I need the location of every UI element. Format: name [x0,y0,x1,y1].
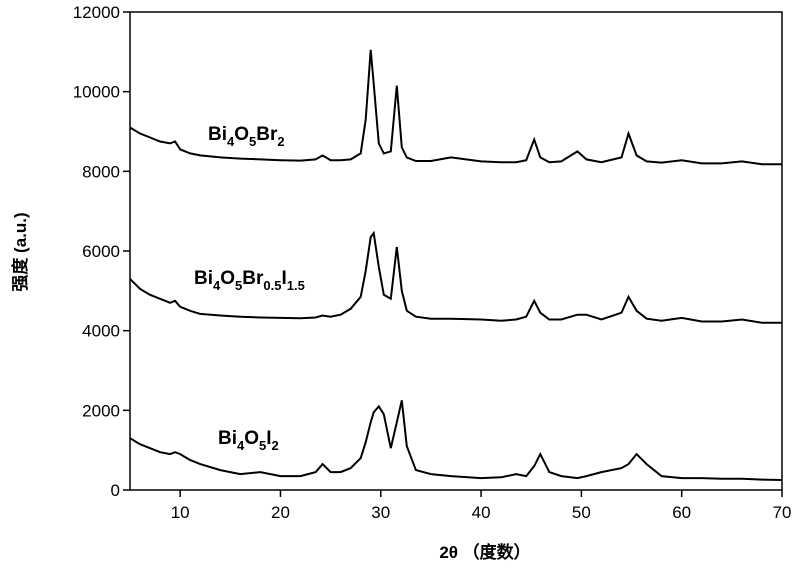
label-part: O [220,268,235,289]
label-part: 0.5 [263,278,281,293]
x-tick-label: 10 [171,503,190,522]
label-part: Br [242,268,264,289]
label-part: 5 [249,134,256,149]
label-part: O [234,124,249,145]
label-part: O [244,428,259,449]
y-tick-label: 6000 [82,242,120,261]
x-axis-label: 2θ （度数） [439,542,530,562]
x-tick-label: 50 [572,503,591,522]
label-part: Bi [208,124,227,145]
label-part: 1.5 [287,278,305,293]
y-tick-label: 2000 [82,401,120,420]
label-part: Bi [194,268,213,289]
x-tick-label: 60 [672,503,691,522]
series-label: Bi4O5Br2 [208,124,285,149]
y-tick-label: 4000 [82,322,120,341]
y-tick-label: 10000 [73,83,120,102]
y-tick-label: 12000 [73,3,120,22]
x-tick-label: 30 [371,503,390,522]
label-part: 2 [277,134,284,149]
y-tick-label: 0 [111,481,120,500]
label-part: 5 [235,278,242,293]
x-tick-label: 40 [472,503,491,522]
label-part: Br [256,124,278,145]
y-axis-label: 强度 (a.u.) [10,212,30,291]
label-part: 5 [259,438,266,453]
chart: 2θ （度数） 强度 (a.u.) 10 20 30 40 50 60 70 0 2000 400… [0,0,796,573]
y-tick-label: 8000 [82,162,120,181]
plot-frame [130,12,782,490]
label-part: Bi [218,428,237,449]
series-label: Bi4O5Br0.5I1.5 [194,268,305,293]
x-tick-label: 70 [773,503,792,522]
series-label: Bi4O5I2 [218,428,279,453]
x-tick-label: 20 [271,503,290,522]
label-part: 2 [272,438,279,453]
